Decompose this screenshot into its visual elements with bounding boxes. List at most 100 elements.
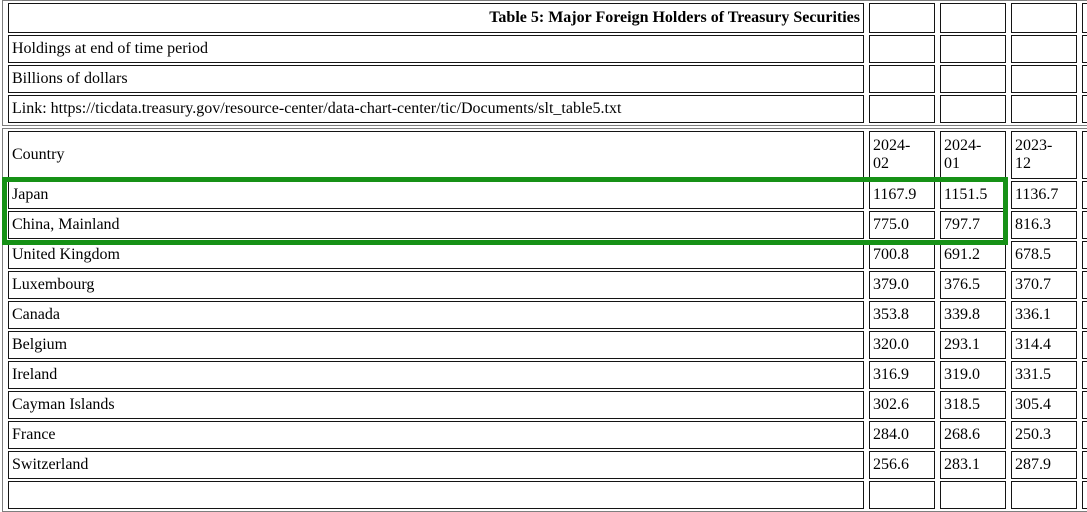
value-cell-clipped	[1082, 181, 1087, 209]
row-japan: Japan 1167.9 1151.5 1136.7	[8, 181, 1087, 209]
empty-cell	[869, 3, 935, 33]
value-cell: 339.8	[940, 301, 1006, 329]
row-china-mainland: China, Mainland 775.0 797.7 816.3	[8, 211, 1087, 239]
value-cell: 302.6	[869, 391, 935, 419]
value-cell: 256.6	[869, 451, 935, 479]
country-header-cell: Country	[8, 131, 864, 179]
value-cell: 775.0	[869, 211, 935, 239]
value-cell: 797.7	[940, 211, 1006, 239]
empty-cell	[940, 3, 1006, 33]
empty-cell-clipped	[1082, 65, 1087, 93]
country-cell: Luxembourg	[8, 271, 864, 299]
value-cell-clipped	[1082, 271, 1087, 299]
value-cell-clipped	[1082, 481, 1087, 509]
value-cell: 1136.7	[1011, 181, 1077, 209]
value-cell: 305.4	[1011, 391, 1077, 419]
row-ireland: Ireland 316.9 319.0 331.5	[8, 361, 1087, 389]
country-cell: France	[8, 421, 864, 449]
value-cell: 268.6	[940, 421, 1006, 449]
country-cell: Cayman Islands	[8, 391, 864, 419]
value-cell-clipped	[1082, 421, 1087, 449]
info-row-holdings: Holdings at end of time period	[8, 35, 1087, 63]
period-label: 2024-01	[944, 136, 982, 172]
value-cell: 284.0	[869, 421, 935, 449]
empty-cell	[940, 35, 1006, 63]
value-cell: 678.5	[1011, 241, 1077, 269]
row-united-kingdom: United Kingdom 700.8 691.2 678.5	[8, 241, 1087, 269]
value-cell: 336.1	[1011, 301, 1077, 329]
row-luxembourg: Luxembourg 379.0 376.5 370.7	[8, 271, 1087, 299]
value-cell: 316.9	[869, 361, 935, 389]
value-cell: 379.0	[869, 271, 935, 299]
country-cell: Ireland	[8, 361, 864, 389]
period-header-cell: 2024-02	[869, 131, 935, 179]
row-france: France 284.0 268.6 250.3	[8, 421, 1087, 449]
country-cell: Japan	[8, 181, 864, 209]
value-cell: 293.1	[940, 331, 1006, 359]
value-cell: 318.5	[940, 391, 1006, 419]
empty-cell	[869, 95, 935, 123]
country-cell	[8, 481, 864, 509]
value-cell-clipped	[1082, 301, 1087, 329]
value-cell: 370.7	[1011, 271, 1077, 299]
value-cell	[940, 481, 1006, 509]
holdings-note: Holdings at end of time period	[8, 35, 864, 63]
empty-cell	[940, 65, 1006, 93]
value-cell	[1011, 481, 1077, 509]
value-cell: 376.5	[940, 271, 1006, 299]
table-title: Table 5: Major Foreign Holders of Treasu…	[8, 3, 864, 33]
value-cell: 816.3	[1011, 211, 1077, 239]
value-cell: 1167.9	[869, 181, 935, 209]
value-cell-clipped	[1082, 241, 1087, 269]
value-cell: 287.9	[1011, 451, 1077, 479]
units-note: Billions of dollars	[8, 65, 864, 93]
value-cell: 283.1	[940, 451, 1006, 479]
empty-cell	[1011, 95, 1077, 123]
empty-cell-clipped	[1082, 95, 1087, 123]
row-canada: Canada 353.8 339.8 336.1	[8, 301, 1087, 329]
value-cell: 320.0	[869, 331, 935, 359]
row-belgium: Belgium 320.0 293.1 314.4	[8, 331, 1087, 359]
data-table: Country 2024-02 2024-01 2023-12 Japan 11…	[2, 128, 1087, 512]
column-header-row: Country 2024-02 2024-01 2023-12	[8, 131, 1087, 179]
header-table: Table 5: Major Foreign Holders of Treasu…	[2, 0, 1087, 126]
value-cell: 353.8	[869, 301, 935, 329]
row-switzerland: Switzerland 256.6 283.1 287.9	[8, 451, 1087, 479]
empty-cell	[869, 35, 935, 63]
empty-cell	[940, 95, 1006, 123]
value-cell: 331.5	[1011, 361, 1077, 389]
value-cell	[869, 481, 935, 509]
country-cell: Canada	[8, 301, 864, 329]
value-cell: 691.2	[940, 241, 1006, 269]
value-cell: 319.0	[940, 361, 1006, 389]
country-cell: Belgium	[8, 331, 864, 359]
value-cell-clipped	[1082, 451, 1087, 479]
clipped-row	[8, 481, 1087, 509]
info-row-link: Link: https://ticdata.treasury.gov/resou…	[8, 95, 1087, 123]
country-cell: Switzerland	[8, 451, 864, 479]
title-row: Table 5: Major Foreign Holders of Treasu…	[8, 3, 1087, 33]
country-cell: United Kingdom	[8, 241, 864, 269]
value-cell-clipped	[1082, 361, 1087, 389]
period-label: 2024-02	[873, 136, 911, 172]
empty-cell	[1011, 65, 1077, 93]
value-cell-clipped	[1082, 331, 1087, 359]
value-cell: 700.8	[869, 241, 935, 269]
value-cell-clipped	[1082, 211, 1087, 239]
value-cell: 1151.5	[940, 181, 1006, 209]
info-row-units: Billions of dollars	[8, 65, 1087, 93]
row-cayman-islands: Cayman Islands 302.6 318.5 305.4	[8, 391, 1087, 419]
source-link-text: Link: https://ticdata.treasury.gov/resou…	[8, 95, 864, 123]
value-cell: 250.3	[1011, 421, 1077, 449]
country-cell: China, Mainland	[8, 211, 864, 239]
empty-cell-clipped	[1082, 3, 1087, 33]
period-header-cell: 2024-01	[940, 131, 1006, 179]
period-header-cell: 2023-12	[1011, 131, 1077, 179]
period-label: 2023-12	[1015, 136, 1053, 172]
empty-cell-clipped	[1082, 35, 1087, 63]
empty-cell	[1011, 35, 1077, 63]
period-header-cell-clipped	[1082, 131, 1087, 179]
value-cell: 314.4	[1011, 331, 1077, 359]
value-cell-clipped	[1082, 391, 1087, 419]
